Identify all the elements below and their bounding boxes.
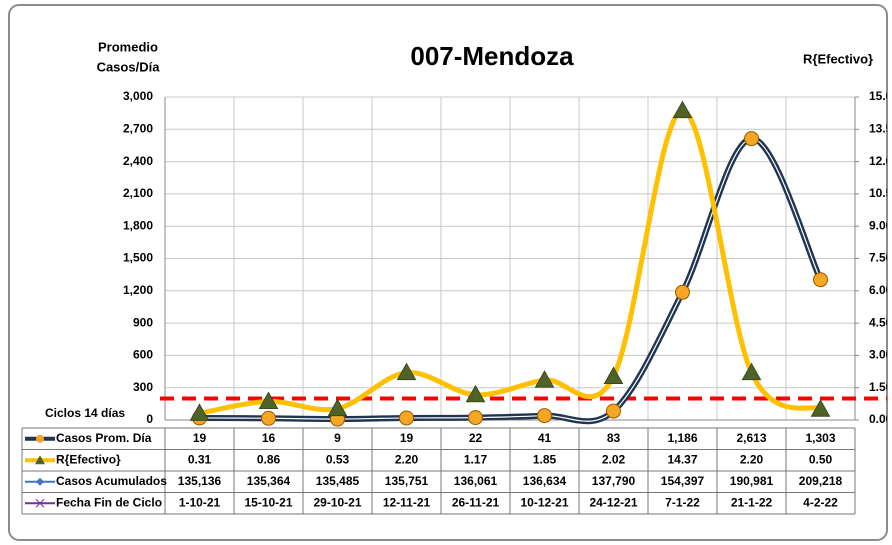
y-tick-label: 3,000 (123, 89, 153, 103)
marker (810, 399, 831, 417)
data-label: 136,634 (523, 474, 567, 488)
data-label: 154,397 (661, 474, 705, 488)
y2-tick-label: 4.50 (869, 315, 892, 329)
data-label: 19 (193, 431, 207, 445)
legend-label: Casos Prom. Día (56, 431, 152, 445)
marker (606, 403, 621, 419)
data-label: 16 (262, 431, 276, 445)
x-tick-label: 24-12-21 (589, 495, 637, 509)
data-label: 2.20 (740, 452, 764, 466)
data-label: 19 (400, 431, 414, 445)
x-tick-label: 15-10-21 (244, 495, 292, 509)
data-label: 136,061 (454, 474, 498, 488)
x-tick-label: 21-1-22 (731, 495, 773, 509)
x-tick-label: 29-10-21 (313, 495, 361, 509)
y-tick-label: 600 (133, 348, 153, 362)
marker (258, 391, 279, 409)
data-label: 83 (607, 431, 621, 445)
y-tick-label: 300 (133, 380, 153, 394)
data-label: 137,790 (592, 474, 636, 488)
data-label: 135,485 (316, 474, 360, 488)
marker (399, 410, 414, 426)
marker (189, 403, 210, 421)
y2-tick-label: 1.50 (869, 380, 892, 394)
data-label: 0.86 (257, 452, 281, 466)
y2-tick-label: 3.00 (869, 348, 892, 362)
data-label: 9 (334, 431, 341, 445)
data-label: 41 (538, 431, 552, 445)
y2-axis-label: R{Efectivo} (803, 51, 873, 66)
data-label: 0.53 (326, 452, 350, 466)
marker (261, 410, 276, 426)
marker (465, 384, 486, 403)
data-label: 190,981 (730, 474, 774, 488)
legend-label: Casos Acumulados (56, 474, 167, 488)
x-tick-label: 10-12-21 (520, 495, 568, 509)
data-label: 22 (469, 431, 483, 445)
marker (396, 362, 417, 381)
y-tick-label: 2,400 (123, 154, 153, 168)
data-label: 0.50 (809, 452, 833, 466)
plot: 007-Mendoza Promedio Casos/Día R{Efectiv… (21, 39, 892, 515)
data-label: 1.85 (533, 452, 557, 466)
data-label: 14.37 (667, 452, 697, 466)
marker (534, 370, 555, 388)
data-label: 135,751 (385, 474, 429, 488)
x-tick-label: 4-2-22 (803, 495, 838, 509)
marker (537, 408, 552, 424)
data-label: 2.02 (602, 452, 626, 466)
y2-tick-label: 0.00 (869, 412, 892, 426)
data-label: 135,364 (247, 474, 291, 488)
y-axis-label: Casos/Día (97, 59, 161, 74)
legend-marker (35, 455, 45, 465)
data-label: 0.31 (188, 452, 212, 466)
data-label: 2.20 (395, 452, 419, 466)
legend-marker (36, 477, 44, 486)
marker (672, 100, 693, 119)
y2-tick-label: 10.50 (869, 186, 892, 200)
marker (744, 131, 759, 147)
y2-tick-label: 12.00 (869, 154, 892, 168)
x-axis-label: Ciclos 14 días (45, 406, 125, 420)
x-tick-label: 1-10-21 (179, 495, 221, 509)
y-axis-label: Promedio (98, 39, 158, 54)
data-label: 135,136 (178, 474, 222, 488)
marker (813, 272, 828, 288)
data-label: 1,303 (805, 431, 835, 445)
y-tick-label: 2,700 (123, 121, 153, 135)
data-label: 2,613 (736, 431, 766, 445)
x-tick-label: 12-11-21 (383, 495, 431, 509)
y2-tick-label: 6.00 (869, 283, 892, 297)
legend-marker (36, 434, 44, 443)
marker (603, 366, 624, 385)
legend-marker (35, 498, 45, 508)
y-tick-label: 900 (133, 315, 153, 329)
y2-tick-label: 13.50 (869, 121, 892, 135)
legend-label: R{Efectivo} (56, 452, 121, 466)
legend-label: Fecha Fin de Ciclo (56, 495, 162, 509)
y2-tick-label: 7.50 (869, 251, 892, 265)
y-tick-label: 1,500 (123, 251, 153, 265)
y-tick-label: 1,800 (123, 218, 153, 232)
marker (468, 410, 483, 426)
chart-title: 007-Mendoza (410, 41, 574, 71)
y-tick-label: 0 (146, 412, 153, 426)
x-tick-label: 26-11-21 (452, 495, 500, 509)
y2-tick-label: 15.00 (869, 89, 892, 103)
y-tick-label: 1,200 (123, 283, 153, 297)
marker (327, 398, 348, 417)
data-label: 1.17 (464, 452, 488, 466)
data-label: 1,186 (667, 431, 697, 445)
marker (675, 284, 690, 300)
data-label: 209,218 (799, 474, 843, 488)
x-tick-label: 7-1-22 (665, 495, 700, 509)
y2-tick-label: 9.00 (869, 218, 892, 232)
y-tick-label: 2,100 (123, 186, 153, 200)
marker (741, 362, 762, 381)
